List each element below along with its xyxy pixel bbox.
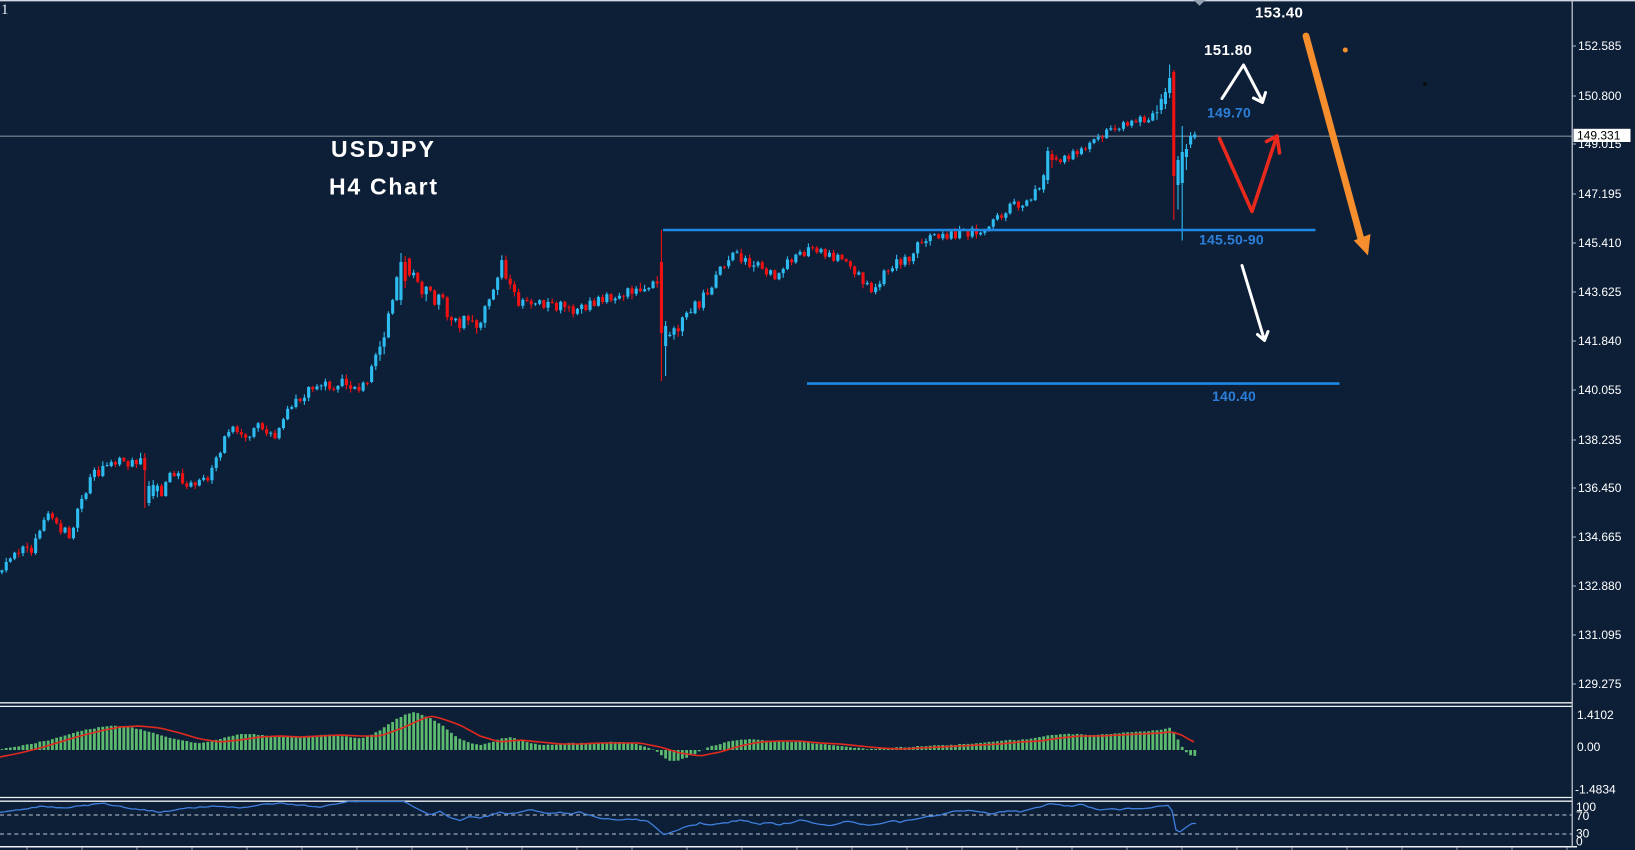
svg-text:147.195: 147.195	[1578, 187, 1622, 201]
svg-text:151.80: 151.80	[1204, 42, 1252, 59]
svg-text:131.095: 131.095	[1578, 628, 1622, 642]
svg-text:134.665: 134.665	[1578, 530, 1622, 544]
svg-text:1: 1	[1, 2, 9, 18]
svg-text:0: 0	[1576, 835, 1583, 849]
svg-text:140.40: 140.40	[1212, 388, 1256, 404]
svg-text:-1.4834: -1.4834	[1575, 783, 1616, 797]
svg-text:145.410: 145.410	[1578, 236, 1622, 250]
svg-text:138.235: 138.235	[1578, 433, 1622, 447]
svg-text:129.275: 129.275	[1578, 677, 1622, 691]
svg-text:70: 70	[1576, 809, 1590, 823]
svg-text:100: 100	[1576, 800, 1596, 814]
svg-text:149.331: 149.331	[1577, 129, 1621, 143]
svg-text:143.625: 143.625	[1578, 285, 1622, 299]
svg-text:150.800: 150.800	[1578, 89, 1622, 103]
svg-text:152.585: 152.585	[1578, 39, 1622, 53]
svg-text:145.50-90: 145.50-90	[1199, 232, 1264, 248]
svg-text:153.40: 153.40	[1255, 5, 1303, 22]
svg-text:30: 30	[1576, 827, 1590, 841]
svg-text:141.840: 141.840	[1578, 334, 1622, 348]
svg-text:H4 Chart: H4 Chart	[329, 174, 437, 200]
svg-text:149.70: 149.70	[1207, 105, 1251, 121]
svg-text:1.4102: 1.4102	[1577, 708, 1614, 722]
svg-text:0.00: 0.00	[1577, 740, 1601, 754]
svg-text:140.055: 140.055	[1578, 383, 1622, 397]
svg-text:136.450: 136.450	[1578, 481, 1622, 495]
svg-text:132.880: 132.880	[1578, 579, 1622, 593]
svg-text:USDJPY: USDJPY	[331, 136, 434, 162]
